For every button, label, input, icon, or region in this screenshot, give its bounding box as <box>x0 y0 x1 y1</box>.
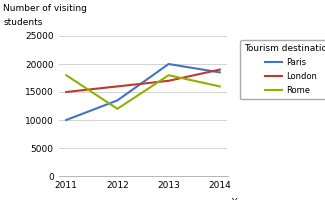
London <box>218 68 222 71</box>
London <box>167 80 171 82</box>
Text: students: students <box>3 18 43 27</box>
Rome <box>115 108 119 110</box>
Paris <box>218 71 222 74</box>
Rome <box>64 74 68 76</box>
Paris <box>64 119 68 121</box>
Rome <box>218 85 222 88</box>
Legend: Paris, London, Rome: Paris, London, Rome <box>240 40 325 99</box>
London <box>64 91 68 93</box>
Line: Rome: Rome <box>66 75 220 109</box>
Rome <box>167 74 171 76</box>
Line: London: London <box>66 70 220 92</box>
London <box>115 85 119 88</box>
Text: Year: Year <box>231 198 250 200</box>
Paris <box>115 99 119 102</box>
Text: Number of visiting: Number of visiting <box>3 4 87 13</box>
Line: Paris: Paris <box>66 64 220 120</box>
Paris <box>167 63 171 65</box>
